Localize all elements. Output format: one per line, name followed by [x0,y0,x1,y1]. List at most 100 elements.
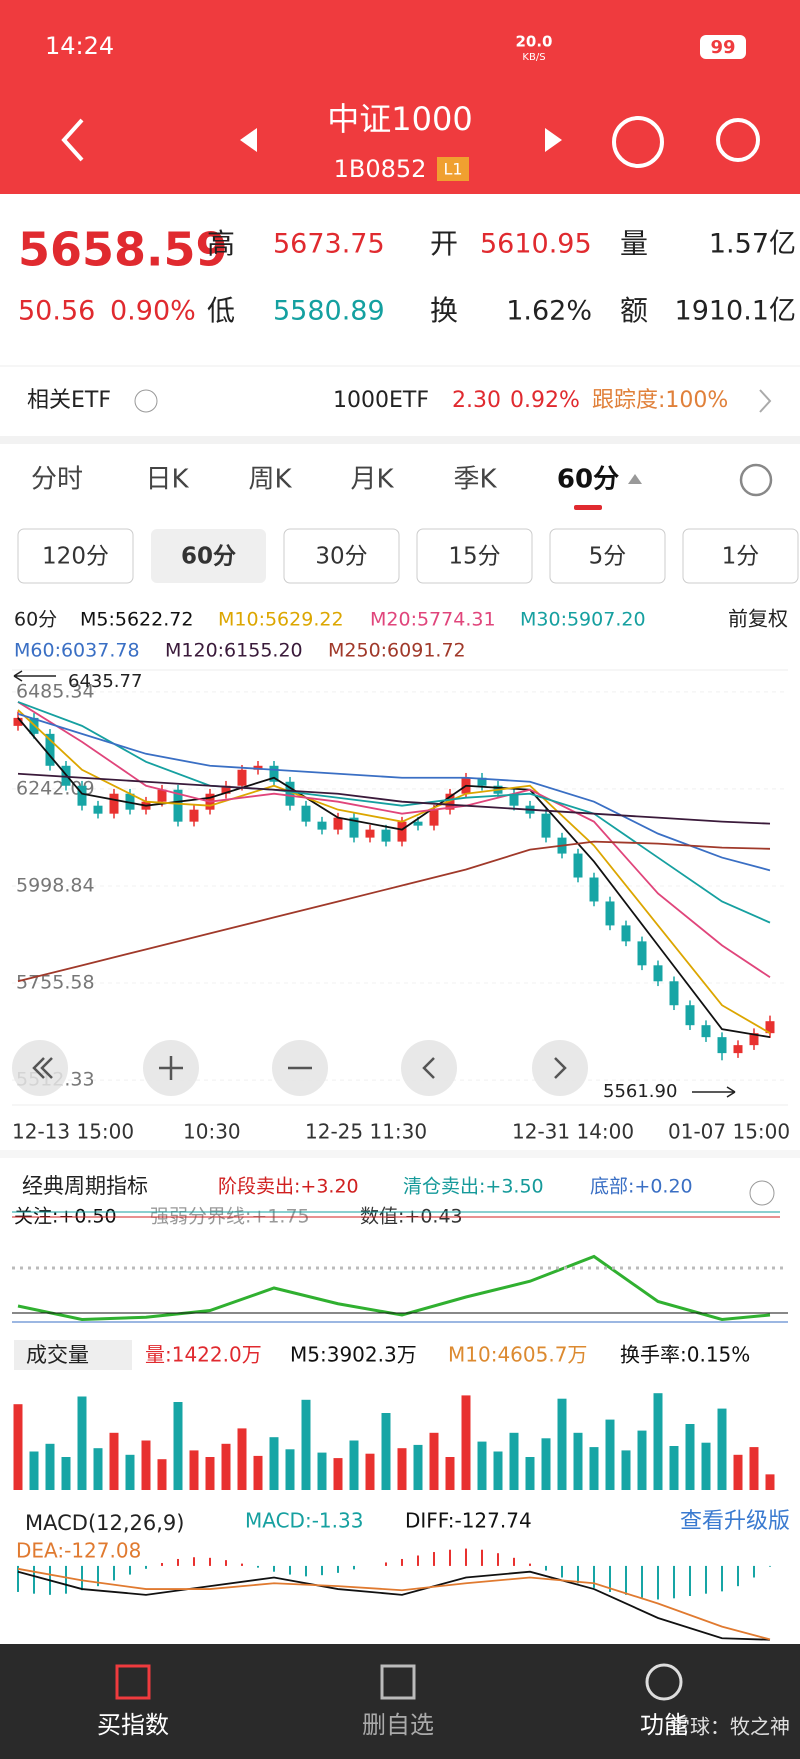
chevron[interactable] [759,389,772,413]
macd-panel: MACD:-1.33 DIFF:-127.74 DEA:-127.08 [16,1509,771,1641]
bottom-nav [0,1644,800,1759]
candle-body [381,829,391,842]
watermark: 雪球：牧之神 [670,1715,790,1739]
tab[interactable]: 周K [248,465,292,495]
panel-title[interactable]: 成交量 [26,1343,89,1367]
tab[interactable]: 月K [350,465,394,495]
volume-bar [541,1438,551,1490]
volume-bar [317,1452,327,1490]
upgrade-link[interactable]: 查看升级版 [680,1509,790,1534]
candle-body [109,793,119,814]
volume-bar [445,1457,455,1490]
adjust[interactable]: 前复权 [728,607,788,631]
y-tick-label: 5998.84 [16,874,95,896]
volume-bar [237,1428,247,1490]
nav-icon[interactable] [380,1664,416,1700]
zoom-glyphs [32,1056,567,1080]
value: 5610.95 [480,229,592,260]
etf-name[interactable]: 1000ETF [333,388,429,413]
tab[interactable]: 日K [145,465,189,495]
ma-line [17,701,771,979]
period-label[interactable]: 60分 [181,544,236,570]
period-label[interactable]: 1分 [722,544,760,570]
battery-level: 99 [710,37,735,58]
candle-body [253,765,263,770]
legend-entry: 换手率:0.15% [620,1343,750,1367]
panel-title[interactable]: 经典周期指标 [22,1174,148,1198]
ma-line [17,713,771,872]
candle-body [301,805,311,822]
label: 开 [430,227,458,260]
period-label[interactable]: 30分 [315,544,367,570]
volume-bar [381,1413,391,1490]
volume-bar [189,1450,199,1490]
candle-body [589,877,599,902]
candle-body [765,1021,775,1034]
candle-body [541,813,551,838]
nav-label[interactable]: 功能 [640,1711,688,1739]
volume-bar [749,1447,759,1490]
tab[interactable]: 季K [453,465,497,495]
volume-bar [173,1402,183,1490]
legend-entry: 阶段卖出:+3.20 [218,1176,359,1198]
candle-body [621,925,631,942]
period-button[interactable] [549,528,666,584]
period-label[interactable]: 120分 [42,544,109,570]
candle-body [365,829,375,838]
legend-entry: 底部:+0.20 [590,1176,693,1198]
volume-bar [669,1446,679,1490]
legend-entry: M120:6155.20 [165,640,303,662]
tab[interactable]: 分时 [31,465,83,495]
help-icon[interactable] [134,389,158,413]
help-icon[interactable] [749,1180,775,1206]
nav-label[interactable]: 删自选 [362,1711,434,1739]
legend-entry: M5:5622.72 [80,609,193,631]
back-icon[interactable] [61,118,84,162]
volume-bar [93,1448,103,1490]
settings-icon[interactable] [739,463,773,497]
period-button[interactable] [17,528,134,584]
candle-body [13,717,23,726]
battery [700,35,746,59]
volume-bar [269,1437,279,1490]
legend-entry: 清仓卖出:+3.50 [403,1176,544,1198]
search-icon[interactable] [716,118,760,162]
tab[interactable]: 60分 [557,465,619,495]
indicator-line [17,1254,771,1322]
candle-body [77,785,87,806]
time: 14:24 [45,32,114,60]
volume-bar [61,1457,71,1490]
ma-line [17,772,771,825]
period-button[interactable] [283,528,400,584]
ma-legend: M5:5622.72 M10:5629.22 M20:5774.31 M30:5907… [14,609,646,662]
period-label[interactable]: 15分 [448,544,500,570]
value: 1910.1亿 [675,296,796,327]
x-tick-label: 10:30 [183,1120,241,1144]
label: 低 [207,294,235,327]
candle-body [429,809,439,826]
period-label[interactable]: 5分 [589,544,627,570]
robot-icon[interactable] [612,116,664,168]
ma-line [17,840,771,983]
volume-bar [205,1457,215,1490]
panel-title[interactable]: MACD(12,26,9) [25,1511,185,1535]
nav-icon[interactable] [645,1663,683,1701]
x-tick-label: 12-25 11:30 [305,1120,427,1144]
period-button[interactable] [682,528,799,584]
periods: 120分 60分 30分 15分 5分 1分 [17,528,799,584]
nav-label[interactable]: 买指数 [97,1711,169,1739]
title-box[interactable] [14,1340,132,1370]
nav-icon[interactable] [115,1664,151,1700]
candle-body [125,793,135,810]
period-button[interactable] [416,528,533,584]
period-button[interactable] [151,529,266,583]
candle-body [157,789,167,802]
candle-body [637,941,647,966]
candle-body [173,789,183,822]
legend-entry: MACD:-1.33 [245,1509,363,1533]
candle-body [189,809,199,822]
volume-bar [493,1451,503,1490]
